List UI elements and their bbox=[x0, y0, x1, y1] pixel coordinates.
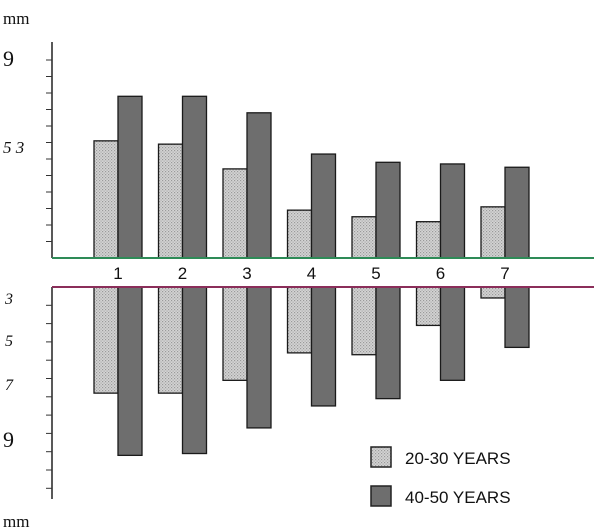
lower-tick-label: 3 bbox=[4, 291, 13, 308]
upper-bar-20-30-cat-7 bbox=[480, 206, 506, 259]
lower-bar-40-50-cat-5 bbox=[375, 286, 401, 400]
legend: 20-30 YEARS 40-50 YEARS bbox=[370, 446, 511, 507]
category-label-1: 1 bbox=[113, 264, 122, 283]
legend-label-40-50: 40-50 YEARS bbox=[405, 488, 511, 507]
lower-bar-40-50-cat-3 bbox=[246, 286, 272, 429]
category-label-4: 4 bbox=[307, 264, 316, 283]
lower-bar-40-50-cat-2 bbox=[181, 286, 208, 455]
category-label-2: 2 bbox=[178, 264, 187, 283]
upper-tick-label: 5 3 bbox=[3, 138, 24, 157]
lower-tick-label: 9 bbox=[3, 427, 14, 452]
upper-bar-40-50-cat-5 bbox=[375, 161, 401, 259]
upper-tick-label: 9 bbox=[3, 46, 14, 71]
category-labels: 1 2 3 4 5 6 7 bbox=[113, 264, 509, 283]
upper-bar-40-50-cat-6 bbox=[439, 163, 466, 259]
category-label-3: 3 bbox=[242, 264, 251, 283]
lower-bar-40-50-cat-4 bbox=[310, 286, 337, 407]
lower-bar-20-30-cat-5 bbox=[351, 286, 377, 356]
lower-bar-20-30-cat-7 bbox=[480, 286, 506, 299]
category-label-5: 5 bbox=[371, 264, 380, 283]
legend-swatch-20-30 bbox=[370, 446, 392, 468]
upper-bar-20-30-cat-2 bbox=[157, 143, 184, 259]
y-unit-label-top: mm bbox=[3, 9, 29, 28]
lower-tick-label: 5 bbox=[5, 333, 13, 350]
lower-panel: 3 5 7 9 bbox=[3, 286, 594, 499]
lower-bar-40-50-cat-1 bbox=[117, 286, 143, 457]
upper-bar-20-30-cat-3 bbox=[222, 168, 248, 259]
lower-bar-20-30-cat-2 bbox=[157, 286, 184, 394]
category-label-7: 7 bbox=[500, 264, 509, 283]
upper-bar-20-30-cat-4 bbox=[286, 209, 313, 259]
upper-bar-40-50-cat-4 bbox=[310, 153, 337, 259]
lower-bar-40-50-cat-6 bbox=[439, 286, 466, 381]
legend-swatch-40-50 bbox=[370, 485, 392, 507]
upper-bar-20-30-cat-5 bbox=[351, 216, 377, 259]
lower-bar-20-30-cat-1 bbox=[93, 286, 119, 394]
upper-bar-40-50-cat-1 bbox=[117, 95, 143, 259]
category-label-6: 6 bbox=[436, 264, 445, 283]
upper-bar-20-30-cat-1 bbox=[93, 140, 119, 259]
lower-bar-20-30-cat-3 bbox=[222, 286, 248, 381]
upper-bar-40-50-cat-2 bbox=[181, 95, 208, 259]
lower-tick-label: 7 bbox=[5, 377, 14, 394]
lower-bar-40-50-cat-7 bbox=[504, 286, 530, 349]
upper-bar-20-30-cat-6 bbox=[415, 221, 442, 259]
y-unit-label-bottom: mm bbox=[3, 512, 29, 529]
legend-label-20-30: 20-30 YEARS bbox=[405, 449, 511, 468]
lower-bar-20-30-cat-4 bbox=[286, 286, 313, 354]
upper-bar-40-50-cat-7 bbox=[504, 166, 530, 259]
upper-bar-40-50-cat-3 bbox=[246, 112, 272, 259]
lower-bar-20-30-cat-6 bbox=[415, 286, 442, 327]
upper-panel: 9 5 3 bbox=[3, 42, 594, 259]
